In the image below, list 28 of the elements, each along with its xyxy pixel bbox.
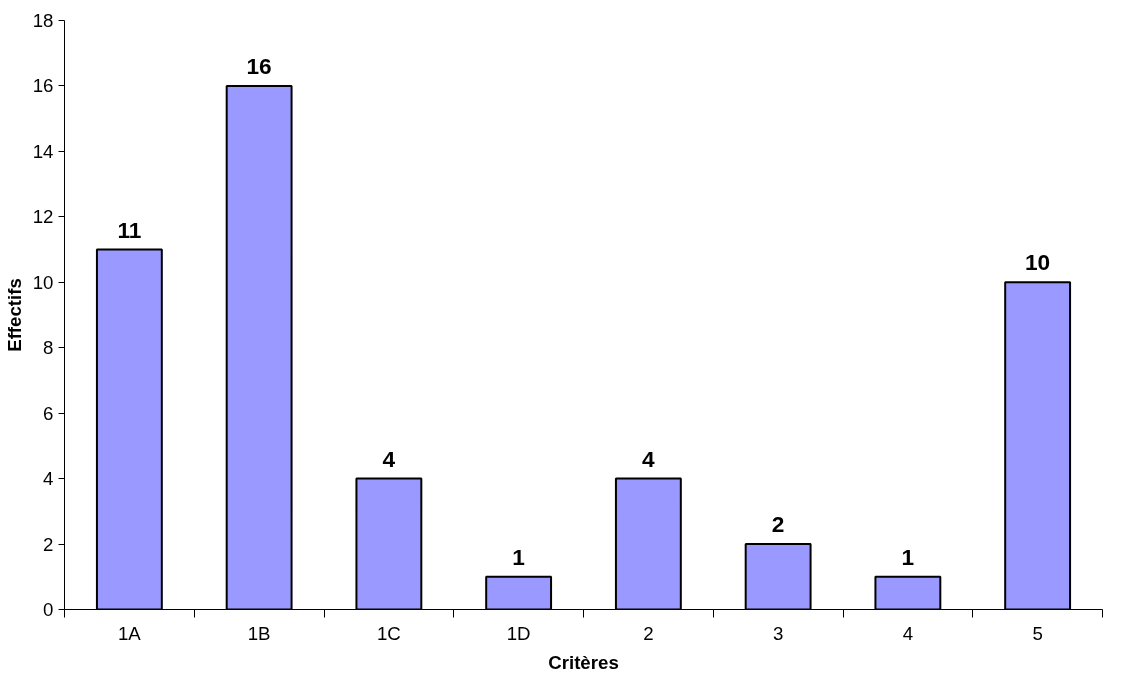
y-tick-label: 12 [32, 206, 54, 228]
y-tick-label: 0 [43, 599, 54, 620]
data-label: 1 [901, 543, 915, 570]
y-tick-label: 16 [32, 75, 54, 97]
x-tick-label: 2 [643, 622, 654, 644]
x-tick-label: 5 [1032, 622, 1043, 644]
x-tick-label: 1D [506, 622, 531, 644]
data-label: 16 [246, 52, 272, 79]
y-axis-title: Effectifs [3, 278, 25, 352]
x-axis-title: Critères [548, 651, 619, 673]
data-label: 4 [382, 445, 396, 472]
x-tick-label: 1C [376, 622, 401, 644]
y-tick-label: 4 [43, 468, 54, 490]
data-label: 2 [771, 511, 785, 538]
data-label: 1 [512, 543, 525, 570]
x-tick-label: 1A [117, 622, 142, 644]
y-tick-label: 14 [32, 140, 54, 162]
data-label: 11 [117, 216, 142, 243]
x-tick-label: 4 [902, 622, 914, 644]
x-tick-label: 3 [772, 622, 784, 644]
y-tick-label: 2 [43, 533, 54, 555]
data-label: 10 [1025, 249, 1051, 276]
y-tick-label: 8 [43, 337, 54, 359]
data-label: 4 [642, 445, 656, 472]
y-tick-label: 6 [43, 402, 54, 424]
y-tick-label: 10 [32, 271, 54, 293]
x-tick-label: 1B [247, 622, 271, 644]
y-tick-label: 18 [32, 10, 54, 31]
